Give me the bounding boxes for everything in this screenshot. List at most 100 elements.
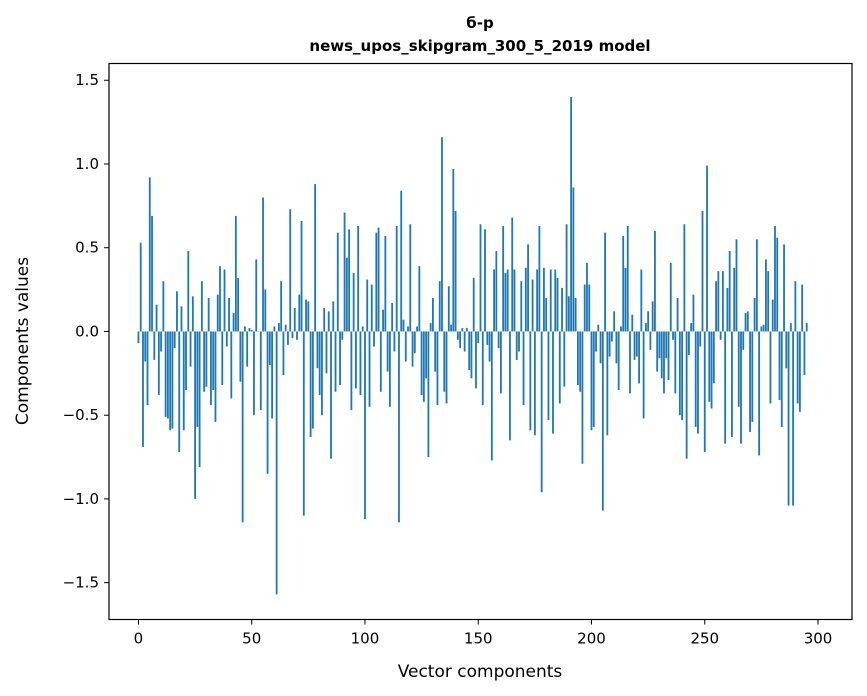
bar-186 xyxy=(558,331,561,404)
bar-165 xyxy=(511,217,514,332)
bar-281 xyxy=(774,225,776,332)
bar-197 xyxy=(583,284,586,332)
bar-199 xyxy=(588,284,591,332)
bar-170 xyxy=(522,331,525,406)
bar-93 xyxy=(348,229,351,332)
bar-108 xyxy=(382,309,384,332)
bar-274 xyxy=(758,331,761,456)
bar-3 xyxy=(144,331,147,362)
bar-76 xyxy=(309,331,312,437)
bar-51 xyxy=(253,331,255,416)
bar-241 xyxy=(683,224,686,332)
bar-38 xyxy=(223,269,226,332)
bar-56 xyxy=(264,289,267,332)
bar-247 xyxy=(697,331,699,434)
bar-87 xyxy=(334,331,337,392)
y-tick-label: 0.0 xyxy=(75,322,99,340)
bar-157 xyxy=(493,269,495,332)
bar-169 xyxy=(520,281,523,332)
bar-99 xyxy=(361,326,364,332)
bar-8 xyxy=(155,304,158,332)
bar-228 xyxy=(654,230,656,332)
bar-290 xyxy=(794,281,797,332)
bar-18 xyxy=(178,331,181,453)
bar-273 xyxy=(755,239,758,332)
bar-267 xyxy=(742,331,745,350)
bar-292 xyxy=(798,331,801,412)
bar-295 xyxy=(805,323,808,332)
bar-81 xyxy=(321,331,323,416)
bar-191 xyxy=(570,96,573,332)
bar-29 xyxy=(203,331,206,392)
bar-35 xyxy=(216,294,219,332)
bar-192 xyxy=(572,187,575,332)
bar-115 xyxy=(398,331,400,523)
bar-190 xyxy=(567,296,570,332)
bar-66 xyxy=(287,331,289,345)
bar-293 xyxy=(801,284,804,332)
bar-198 xyxy=(586,262,588,332)
bar-31 xyxy=(207,297,210,332)
bar-263 xyxy=(733,267,736,332)
bar-95 xyxy=(352,272,355,332)
bar-168 xyxy=(518,331,520,352)
bar-139 xyxy=(452,169,455,332)
bar-215 xyxy=(624,267,627,332)
chart-title-line2: news_upos_skipgram_300_5_2019 model xyxy=(309,37,650,55)
bar-144 xyxy=(463,331,466,352)
bar-207 xyxy=(606,331,609,436)
bar-91 xyxy=(343,212,346,332)
bar-36 xyxy=(219,266,221,332)
bar-223 xyxy=(642,331,645,419)
bar-32 xyxy=(210,331,212,406)
bar-105 xyxy=(375,232,378,332)
bar-287 xyxy=(787,331,790,506)
bar-92 xyxy=(345,257,348,332)
bar-218 xyxy=(631,314,634,332)
bar-256 xyxy=(717,271,720,332)
bar-217 xyxy=(629,331,631,394)
y-tick-label: 1.5 xyxy=(75,71,99,89)
x-tick-label: 50 xyxy=(242,630,261,648)
bar-50 xyxy=(250,329,253,332)
bar-160 xyxy=(499,331,502,394)
bar-122 xyxy=(413,331,416,354)
bar-258 xyxy=(721,271,724,332)
bar-30 xyxy=(205,331,208,387)
bar-177 xyxy=(538,225,541,332)
bar-173 xyxy=(529,331,532,431)
bar-98 xyxy=(359,331,362,396)
bar-11 xyxy=(162,281,165,332)
bar-210 xyxy=(613,311,616,332)
x-tick-label: 200 xyxy=(577,630,606,648)
bar-226 xyxy=(649,331,652,350)
bar-43 xyxy=(234,215,237,332)
bar-21 xyxy=(185,331,187,391)
bar-155 xyxy=(488,331,491,362)
bar-269 xyxy=(746,311,749,332)
bar-148 xyxy=(472,277,475,332)
bar-119 xyxy=(407,326,409,332)
bar-58 xyxy=(268,331,271,365)
bar-208 xyxy=(608,331,611,357)
bar-275 xyxy=(760,326,763,332)
bar-55 xyxy=(262,197,264,332)
bar-195 xyxy=(579,331,582,392)
bar-147 xyxy=(470,331,473,379)
bar-75 xyxy=(307,301,310,332)
bar-151 xyxy=(479,224,482,332)
chart-title-line1: б-р xyxy=(466,14,494,32)
bar-37 xyxy=(221,331,224,386)
bar-41 xyxy=(230,331,233,399)
bar-112 xyxy=(391,302,394,332)
bar-225 xyxy=(647,311,650,332)
bar-23 xyxy=(189,331,192,367)
bar-180 xyxy=(545,297,548,332)
bar-253 xyxy=(710,331,713,409)
y-axis-ticks: −1.5 −1.0 −0.5 0.0 0.5 1.0 1.5 xyxy=(63,71,109,592)
bar-240 xyxy=(681,331,684,421)
bar-117 xyxy=(402,319,405,332)
bar-211 xyxy=(615,331,618,364)
bar-213 xyxy=(620,326,622,332)
